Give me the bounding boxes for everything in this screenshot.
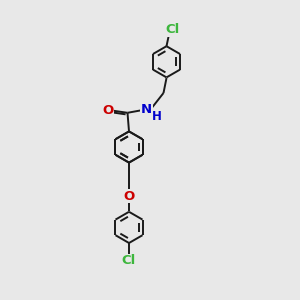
Text: O: O bbox=[102, 104, 114, 117]
Text: Cl: Cl bbox=[122, 254, 136, 268]
Text: N: N bbox=[141, 103, 152, 116]
Text: H: H bbox=[152, 110, 162, 124]
Text: O: O bbox=[123, 190, 135, 203]
Text: Cl: Cl bbox=[165, 23, 180, 36]
